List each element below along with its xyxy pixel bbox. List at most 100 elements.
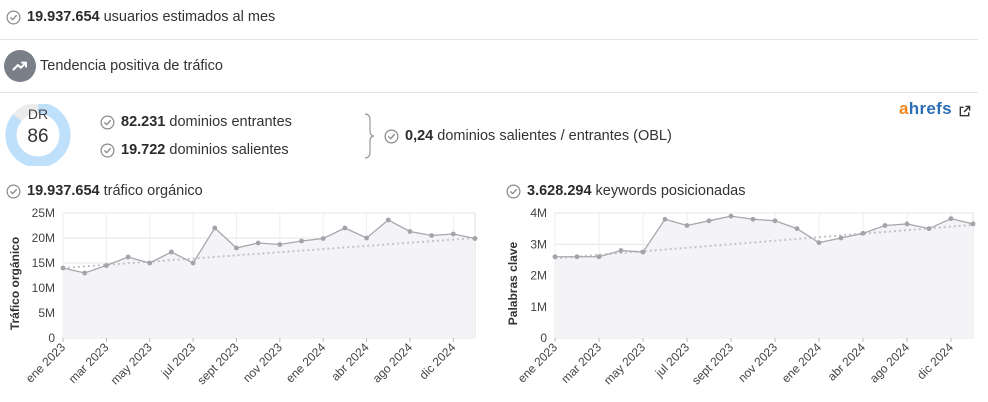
obl-row: 0,24 dominios salientes / entrantes (OBL… — [384, 128, 672, 144]
divider — [0, 92, 978, 93]
data-point[interactable] — [299, 238, 304, 244]
data-point[interactable] — [750, 216, 756, 222]
y-tick-label: 0 — [540, 331, 547, 345]
y-tick-label: 5M — [38, 306, 55, 320]
y-tick-label: 2M — [530, 269, 547, 283]
x-tick-label: sept 2023 — [689, 340, 736, 387]
y-tick-label: 25M — [32, 206, 55, 220]
x-tick-label: mar 2023 — [558, 340, 604, 386]
data-point[interactable] — [147, 260, 153, 266]
external-link-icon — [958, 103, 971, 116]
trend-line — [62, 237, 476, 269]
incoming-domains-label: dominios entrantes — [169, 114, 292, 130]
dr-label: DR — [27, 106, 49, 122]
data-point[interactable] — [706, 218, 712, 224]
data-point[interactable] — [320, 236, 326, 241]
data-point[interactable] — [234, 245, 239, 251]
ahrefs-logo-a: a — [899, 99, 909, 118]
data-point[interactable] — [640, 249, 646, 255]
data-point[interactable] — [450, 231, 456, 237]
traffic-label: tráfico orgánico — [103, 183, 203, 199]
trending-up-icon — [4, 50, 36, 82]
outgoing-domains-value: 19.722 — [121, 142, 166, 158]
data-point[interactable] — [728, 213, 734, 219]
obl-value: 0,24 — [405, 128, 434, 144]
x-tick-label: abr 2024 — [328, 340, 372, 384]
users-estimate-row: 19.937.654 usuarios estimados al mes — [6, 9, 275, 25]
data-point[interactable] — [904, 221, 910, 227]
data-point[interactable] — [407, 229, 413, 234]
outgoing-domains-label: dominios salientes — [169, 142, 289, 158]
y-tick-label: 1M — [530, 300, 547, 314]
divider — [0, 39, 978, 40]
x-tick-label: may 2023 — [108, 340, 155, 387]
traffic-value: 19.937.654 — [27, 183, 100, 199]
ahrefs-link[interactable]: a hrefs — [899, 99, 971, 119]
data-point[interactable] — [816, 240, 822, 246]
check-circle-icon — [506, 184, 521, 199]
check-circle-icon — [6, 184, 21, 199]
data-point[interactable] — [596, 254, 602, 260]
y-axis-label: Tráfico orgánico — [8, 237, 22, 330]
y-axis-label: Palabras clave — [506, 241, 520, 325]
data-point[interactable] — [212, 225, 218, 231]
data-point[interactable] — [342, 225, 348, 231]
data-point[interactable] — [926, 226, 932, 232]
data-point[interactable] — [838, 235, 844, 241]
data-point[interactable] — [882, 223, 888, 228]
data-point[interactable] — [574, 254, 580, 260]
check-circle-icon — [384, 129, 399, 144]
x-tick-label: nov 2023 — [735, 340, 780, 385]
data-point[interactable] — [60, 265, 66, 271]
series-line — [555, 215, 974, 258]
data-point[interactable] — [662, 216, 668, 222]
data-point[interactable] — [169, 249, 174, 255]
data-point[interactable] — [472, 236, 478, 241]
data-point[interactable] — [277, 242, 283, 247]
data-point[interactable] — [948, 216, 954, 222]
y-tick-label: 4M — [530, 206, 547, 220]
check-circle-icon — [100, 143, 115, 158]
data-point[interactable] — [364, 235, 369, 241]
series-area — [555, 216, 973, 338]
keywords-value: 3.628.294 — [527, 183, 592, 199]
users-label: usuarios estimados al mes — [103, 9, 276, 25]
data-point[interactable] — [970, 221, 976, 227]
outgoing-domains-row: 19.722 dominios salientes — [100, 142, 289, 158]
check-circle-icon — [100, 115, 115, 130]
trend-label: Tendencia positiva de tráfico — [40, 58, 223, 74]
data-point[interactable] — [794, 226, 800, 232]
data-point[interactable] — [618, 248, 624, 253]
y-tick-label: 20M — [32, 231, 55, 245]
x-tick-label: ene 2023 — [515, 340, 561, 386]
x-tick-label: mar 2023 — [66, 340, 112, 386]
data-point[interactable] — [385, 217, 391, 223]
x-tick-label: jul 2023 — [652, 340, 693, 381]
y-tick-label: 15M — [32, 256, 55, 270]
x-tick-label: ene 2024 — [779, 340, 825, 386]
data-point[interactable] — [82, 270, 88, 276]
y-tick-label: 10M — [32, 281, 55, 295]
data-point[interactable] — [684, 223, 690, 228]
x-tick-label: ago 2024 — [370, 340, 416, 386]
data-point[interactable] — [772, 218, 778, 224]
data-point[interactable] — [860, 230, 866, 236]
dr-donut — [5, 102, 71, 168]
incoming-domains-row: 82.231 dominios entrantes — [100, 114, 292, 130]
traffic-chart: 0 5M 10M 15M 20M 25M ene 2023 mar 2023 may 2023 j… — [0, 200, 490, 402]
data-point[interactable] — [103, 263, 109, 268]
data-point[interactable] — [190, 260, 196, 266]
data-point[interactable] — [552, 254, 558, 260]
incoming-domains-value: 82.231 — [121, 114, 166, 130]
data-point[interactable] — [125, 254, 131, 260]
trend-row: Tendencia positiva de tráfico — [4, 50, 223, 82]
ahrefs-logo-rest: hrefs — [908, 99, 952, 118]
data-point[interactable] — [255, 240, 261, 246]
x-tick-label: abr 2024 — [825, 340, 869, 384]
data-point[interactable] — [429, 233, 435, 238]
x-tick-label: ago 2024 — [867, 340, 913, 386]
x-tick-label: dic 2024 — [416, 340, 458, 382]
keywords-chart: 0 1M 2M 3M 4M ene 2023 mar 2023 may 2023 jul 202… — [500, 200, 988, 402]
